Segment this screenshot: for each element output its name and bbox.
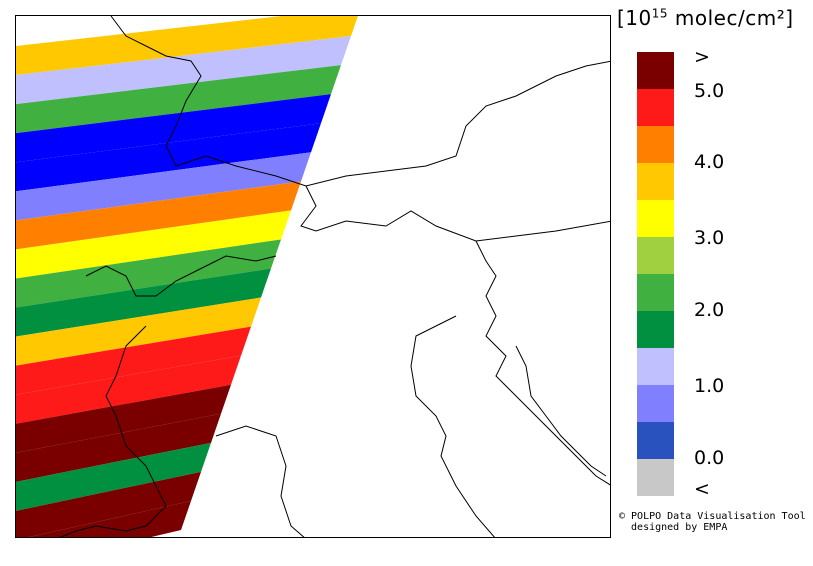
swath-band: [16, 123, 321, 192]
legend-swatch: [637, 274, 674, 311]
no2-column-map: [16, 16, 610, 537]
swath-band: [16, 16, 358, 76]
unit-exponent: 15: [651, 6, 669, 21]
swath-band: [16, 268, 271, 337]
satellite-swath: [16, 16, 358, 537]
unit-label: [1015 molec/cm²]: [617, 6, 794, 30]
legend-swatch: [637, 422, 674, 459]
swath-band: [16, 210, 291, 279]
legend-tick-label: 2.0: [694, 299, 725, 321]
swath-band: [16, 181, 301, 250]
legend-swatch: [637, 52, 674, 89]
legend-tick-label: 0.0: [694, 447, 725, 469]
swath-band: [16, 36, 351, 105]
swath-band: [16, 326, 251, 395]
legend-tick-label: >: [694, 46, 710, 68]
swath-band: [16, 442, 211, 511]
swath-band: [16, 355, 241, 424]
swath-band: [16, 413, 221, 482]
unit-suffix: molec/cm²]: [668, 6, 794, 30]
legend-swatch: [637, 126, 674, 163]
legend-swatch: [637, 237, 674, 274]
credit-line-1: © POLPO Data Visualisation Tool: [619, 511, 806, 522]
coastlines-borders: [59, 16, 610, 537]
swath-band: [16, 297, 261, 366]
legend-swatch: [637, 385, 674, 422]
credit-line-2: designed by EMPA: [619, 522, 728, 533]
legend-swatch: [637, 163, 674, 200]
legend-swatch: [637, 459, 674, 496]
legend-swatch: [637, 200, 674, 237]
legend-tick-label: 5.0: [694, 80, 725, 102]
swath-band: [16, 65, 341, 134]
swath-band: [16, 471, 201, 537]
swath-band: [16, 94, 331, 163]
swath-band: [16, 152, 311, 221]
color-legend: [637, 52, 674, 496]
credit-text: © POLPO Data Visualisation Tool designed…: [619, 511, 806, 533]
unit-prefix: [10: [617, 6, 652, 30]
legend-tick-label: <: [694, 478, 710, 500]
map-panel: [15, 15, 611, 538]
legend-swatch: [637, 348, 674, 385]
legend-swatch: [637, 89, 674, 126]
legend-tick-label: 1.0: [694, 375, 725, 397]
swath-band: [16, 239, 281, 308]
legend-tick-label: 4.0: [694, 151, 725, 173]
swath-band: [16, 384, 231, 453]
legend-tick-label: 3.0: [694, 227, 725, 249]
legend-swatch: [637, 311, 674, 348]
